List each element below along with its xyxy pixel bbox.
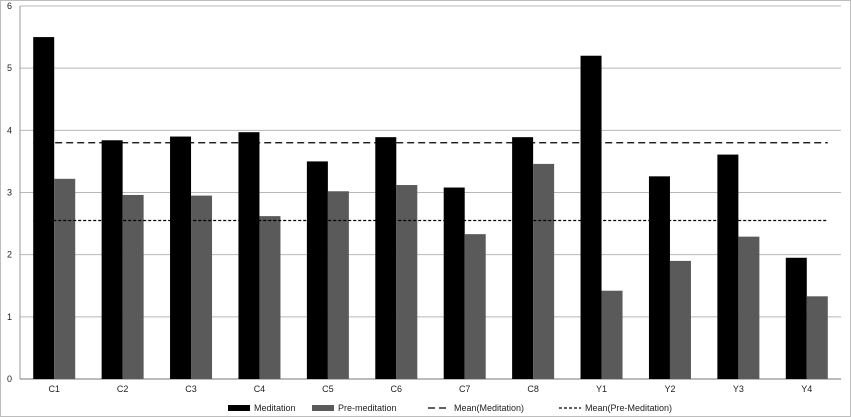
- x-tick-label: C5: [322, 384, 334, 394]
- x-tick-label: Y1: [596, 384, 607, 394]
- legend-swatch: [228, 405, 250, 411]
- bar-pre-meditation-c8: [533, 163, 555, 379]
- y-tick-label: 0: [7, 374, 12, 384]
- x-tick-label: Y2: [664, 384, 675, 394]
- x-tick-label: C1: [48, 384, 60, 394]
- gridlines: [19, 5, 841, 380]
- bar-pre-meditation-y3: [738, 236, 760, 379]
- bar-meditation-c3: [170, 136, 192, 379]
- bar-pre-meditation-c7: [464, 234, 486, 379]
- bar-meditation-y2: [648, 176, 670, 379]
- bar-meditation-y4: [785, 257, 807, 379]
- bar-pre-meditation-c5: [327, 191, 349, 379]
- y-axis-ticks: 0 1 2 3 4 5 6: [7, 1, 12, 384]
- bar-pre-meditation-c4: [259, 216, 281, 379]
- bar-pre-meditation-y1: [601, 290, 623, 379]
- bar-meditation-c5: [306, 161, 328, 379]
- y-tick-label: 1: [7, 312, 12, 322]
- x-tick-label: C3: [185, 384, 197, 394]
- bar-pre-meditation-c6: [396, 185, 418, 379]
- y-tick-label: 5: [7, 63, 12, 73]
- y-tick-label: 2: [7, 250, 12, 260]
- x-tick-label: C4: [254, 384, 266, 394]
- y-tick-label: 6: [7, 1, 12, 11]
- bar-pre-meditation-y4: [806, 296, 828, 379]
- bar-meditation-c2: [101, 140, 123, 379]
- bar-meditation-c1: [33, 37, 55, 379]
- bar-meditation-c7: [443, 187, 465, 379]
- x-tick-label: Y4: [801, 384, 812, 394]
- bars: [33, 37, 828, 379]
- bar-pre-meditation-y2: [669, 260, 691, 379]
- bar-meditation-c4: [238, 132, 260, 379]
- bar-meditation-y3: [717, 154, 739, 379]
- bar-meditation-c6: [375, 137, 397, 379]
- bar-meditation-y1: [580, 55, 602, 379]
- x-tick-label: C8: [527, 384, 539, 394]
- x-tick-label: Y3: [733, 384, 744, 394]
- legend-swatch: [312, 405, 334, 411]
- bar-pre-meditation-c3: [191, 195, 213, 379]
- legend-label: Mean(Pre-Meditation): [585, 403, 672, 413]
- bar-pre-meditation-c1: [54, 178, 76, 379]
- x-tick-label: C6: [391, 384, 403, 394]
- legend-label: Pre-meditation: [338, 403, 397, 413]
- legend-label: Meditation: [254, 403, 296, 413]
- bar-pre-meditation-c2: [122, 194, 144, 379]
- y-tick-label: 3: [7, 188, 12, 198]
- y-tick-label: 4: [7, 125, 12, 135]
- x-tick-label: C2: [117, 384, 129, 394]
- bar-meditation-c8: [512, 137, 534, 379]
- x-axis-ticks: C1 C2 C3 C4 C5 C6 C7 C8 Y1 Y2 Y3 Y4: [48, 384, 812, 394]
- legend: Meditation Pre-meditation Mean(Meditation)…: [228, 403, 672, 413]
- reference-lines: [33, 142, 828, 222]
- legend-label: Mean(Meditation): [454, 403, 524, 413]
- x-tick-label: C7: [459, 384, 471, 394]
